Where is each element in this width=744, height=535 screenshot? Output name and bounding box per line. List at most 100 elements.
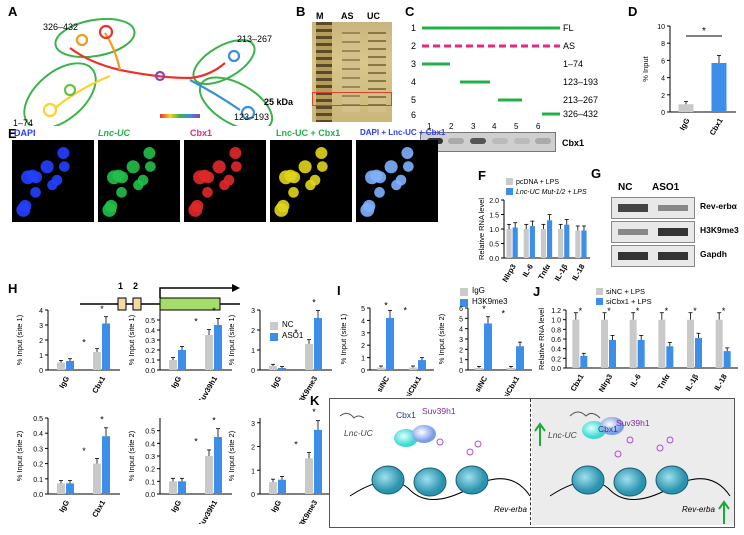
y-tick-label: 0.4 <box>551 347 561 354</box>
bar <box>558 229 564 258</box>
bar <box>512 227 518 258</box>
bar <box>377 367 385 370</box>
region-label-326-432: 326–432 <box>43 22 79 32</box>
legend-sinc: siNC + LPS <box>606 287 645 296</box>
x-tick-label: IgG <box>169 498 183 513</box>
k-left-gene: Rev-erba <box>494 505 527 514</box>
bar <box>484 323 492 370</box>
cell-nucleus <box>360 203 375 217</box>
x-tick-label: IgG <box>678 116 692 131</box>
significance-star: * <box>82 338 86 348</box>
y-tick-label: 0.6 <box>551 337 561 344</box>
y-tick-label: 1.0 <box>489 227 499 234</box>
site-1-label: 1 <box>118 281 124 291</box>
cell-nucleus <box>188 203 203 217</box>
k-right-lnc-uc: Lnc-UC <box>548 430 577 440</box>
legend-mut-swatch <box>506 188 513 195</box>
cell-nucleus <box>284 169 297 182</box>
significance-star: * <box>501 308 505 318</box>
rna-structure-diagram <box>23 18 274 126</box>
significance-star: * <box>312 407 316 417</box>
chart-h-site2-cbx1: 0.0 0.1 0.2 0.3 0.4 0.5 % Input (site 2) IgG Cbx… <box>15 415 120 519</box>
bar <box>269 366 277 370</box>
cell-nucleus <box>288 187 299 198</box>
x-tick-label: IgG <box>169 374 183 389</box>
image-merge-dapi <box>356 140 438 222</box>
y-tick-label: 0 <box>251 492 255 499</box>
y-tick-label: 1.5 <box>489 213 499 220</box>
bar <box>523 229 529 258</box>
x-tick-label: siCbx1 <box>501 375 521 397</box>
cell-nucleus <box>231 161 242 172</box>
bar <box>723 351 731 368</box>
cell-nucleus <box>374 187 385 198</box>
bar <box>715 319 723 368</box>
construct-label-326-432: 326–432 <box>563 109 599 119</box>
region-label-213-267: 213–267 <box>237 34 273 44</box>
lane-uc: UC <box>367 11 380 21</box>
bar <box>695 338 702 368</box>
y-axis-label: % Input (site 1) <box>127 314 136 365</box>
y-axis-label: % Input (site 1) <box>227 314 236 365</box>
cell-nucleus <box>298 160 312 174</box>
bar <box>529 226 535 258</box>
panel-c-letter: C <box>405 4 415 19</box>
blot-lane-3: 3 <box>471 122 476 131</box>
bar <box>314 429 322 494</box>
bar <box>269 482 277 494</box>
construct-label-fl: FL <box>563 23 574 33</box>
x-tick-label: H3K9me3 <box>294 499 319 525</box>
x-tick-label: Suv39h1 <box>196 499 219 525</box>
significance-star: * <box>212 416 216 426</box>
bar <box>314 318 322 370</box>
chart-h-site1-h3k9me3: 0 1 2 3 % Input (site 1) IgG H3K9me3 * * <box>227 298 332 400</box>
k-right-cbx1: Cbx1 <box>598 424 618 434</box>
blot-label-cbx1: Cbx1 <box>562 138 585 148</box>
bar <box>409 367 417 370</box>
y-tick-label: 4 <box>39 308 43 315</box>
y-tick-label: 0 <box>361 368 365 375</box>
k-right-gene: Rev-erba <box>682 505 715 514</box>
blot-lane-4: 4 <box>492 122 497 131</box>
y-tick-label: 8 <box>661 41 665 48</box>
bar <box>169 360 177 370</box>
blot-lane-6: 6 <box>536 122 541 131</box>
image-dapi <box>12 140 94 222</box>
bar <box>540 229 546 258</box>
lane-m: M <box>316 11 324 21</box>
cell-nucleus <box>202 187 213 198</box>
bar <box>386 317 394 370</box>
image-cbx1 <box>184 140 266 222</box>
bar <box>278 368 286 370</box>
chart-j: 0.0 0.2 0.4 0.6 0.8 1.0 1.2 Relative RNA level C… <box>537 287 738 394</box>
bar <box>205 335 213 370</box>
blot-h3k9me3 <box>611 221 695 243</box>
y-axis-label: % Input <box>641 55 650 81</box>
x-tick-label: IgG <box>269 498 283 513</box>
significance-star: * <box>82 446 86 456</box>
bar <box>581 230 587 258</box>
y-tick-label: 1 <box>361 356 365 363</box>
chart-h-site2-h3k9me3: 0 1 2 3 % Input (site 2) IgG H3K9me3 * * <box>227 407 332 525</box>
y-tick-label: 2 <box>459 347 463 354</box>
legend-h3k9me3: H3K9me3 <box>472 297 508 306</box>
significance-star: * <box>194 316 198 326</box>
y-axis-label: % Input (site 2) <box>127 430 136 481</box>
y-axis-label: % Input (site 1) <box>339 313 348 364</box>
bar <box>507 367 515 370</box>
panel-h-letter: H <box>8 281 18 296</box>
g-col-nc: NC <box>618 182 633 193</box>
bar <box>666 346 674 368</box>
y-tick-label: 4 <box>661 76 665 83</box>
gene-diagram <box>80 284 240 311</box>
x-tick-label: IL-18 <box>712 373 729 393</box>
legend-h3k9me3-swatch <box>460 299 468 307</box>
legend-nc-swatch <box>270 322 278 330</box>
construct-num-1: 1 <box>411 23 417 33</box>
x-tick-label: IgG <box>57 374 71 389</box>
bar <box>609 339 616 368</box>
image-merge <box>270 140 352 222</box>
lane-as: AS <box>341 11 354 21</box>
construct-diagram <box>422 26 560 116</box>
title-merge-dapi: DAPI + Lnc-UC + Cbx1 <box>360 128 446 137</box>
